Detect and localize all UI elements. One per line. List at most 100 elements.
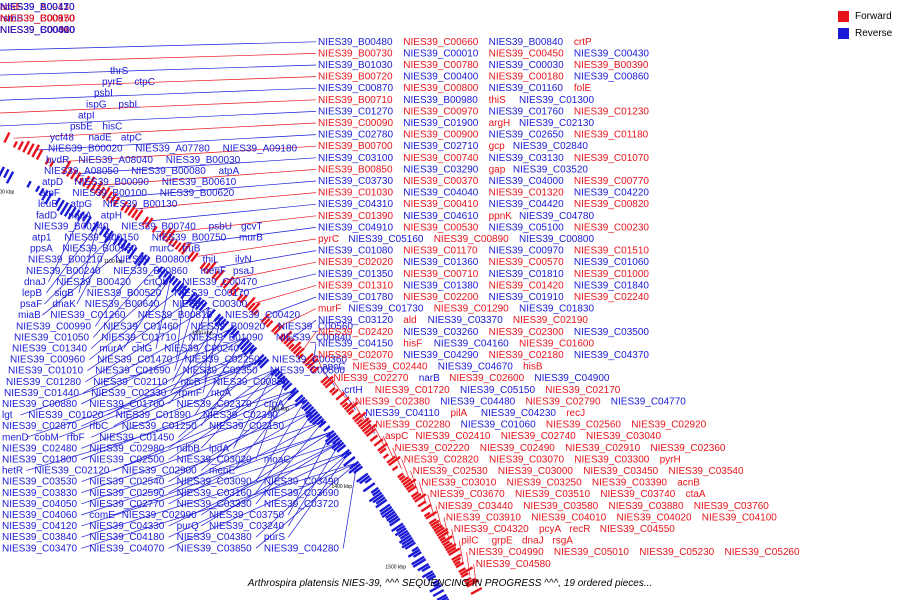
forward-gene (311, 366, 320, 374)
gene-label-reverse: NIES39_C03020 (177, 455, 252, 466)
gene-label-forward: NIES39_C01030 (318, 188, 393, 199)
gene-connector (301, 331, 317, 352)
reverse-gene (336, 444, 347, 453)
gene-connector (85, 306, 210, 383)
forward-gene (343, 402, 353, 411)
reverse-gene (412, 551, 422, 558)
gene-label-forward: NIES39_C04990 (469, 547, 544, 558)
gene-label-reverse: NIES39_B00750 (152, 233, 227, 244)
gene-connector (168, 410, 315, 494)
reverse-gene (219, 318, 227, 327)
forward-gene (31, 144, 41, 158)
forward-gene (65, 167, 73, 178)
gene-connector (255, 462, 358, 549)
forward-gene (434, 526, 445, 535)
gene-connector (78, 223, 99, 294)
gene-label-reverse: psaF (20, 299, 42, 310)
gene-label-forward: NIES39_C03670 (430, 489, 505, 500)
gene-label-forward: NIES39_C02410 (415, 431, 490, 442)
gene-label-reverse: crtQb (144, 277, 169, 288)
gene-label-reverse: NIES39_A08040 (78, 155, 153, 166)
gene-label-forward: NIES39_C00370 (403, 176, 478, 187)
gene-label-reverse: NIES39_C02370 (177, 399, 252, 410)
reverse-gene (307, 410, 319, 422)
legend-reverse-label: Reverse (855, 28, 893, 39)
reverse-gene (156, 266, 164, 274)
gene-connector (233, 389, 296, 471)
gene-label-forward: thiS (489, 95, 507, 106)
forward-gene (430, 519, 440, 527)
gene-label-forward: recR (569, 524, 590, 535)
tick-label: 1000 kbp (0, 189, 15, 195)
forward-gene (120, 201, 129, 212)
gene-label-reverse: NIES39_C01350 (318, 269, 393, 280)
forward-gene (470, 586, 483, 595)
gene-label-reverse: NIES39_C01690 (95, 366, 170, 377)
reverse-gene (411, 555, 425, 566)
forward-gene (431, 522, 441, 530)
reverse-gene (427, 574, 437, 582)
gene-connector (113, 431, 333, 516)
gene-label-reverse: hetR (2, 466, 23, 477)
gene-label-reverse: psbL (118, 99, 140, 110)
gene-label-reverse: NIES39_C01710 (101, 332, 176, 343)
forward-gene (423, 511, 431, 518)
forward-gene (351, 412, 361, 421)
gene-label-reverse: NIES39_B00150 (64, 233, 139, 244)
forward-gene (144, 217, 154, 229)
forward-gene (265, 319, 274, 328)
gene-label-reverse: NIES39_C00010 (403, 48, 478, 59)
gene-label-forward: NIES39_C01510 (574, 246, 649, 257)
gene-label-reverse: NIES39_B00860 (113, 266, 188, 277)
gene-label-reverse: NIES39_B00520 (87, 288, 162, 299)
tick-label: 1400 kbp (332, 484, 353, 490)
forward-gene (365, 428, 376, 438)
gene-label-forward: NIES39_C01180 (574, 130, 649, 141)
gene-connector (81, 452, 350, 538)
reverse-gene (333, 441, 345, 452)
gene-connector (113, 389, 296, 471)
reverse-gene (249, 346, 258, 355)
reverse-gene (281, 380, 291, 389)
forward-gene (105, 191, 114, 202)
gene-label-forward: grpE (492, 536, 513, 547)
right-gene-lines (0, 7, 477, 588)
reverse-gene (213, 313, 222, 322)
forward-gene (412, 492, 422, 501)
reverse-gene (368, 491, 383, 503)
gene-label-reverse: NIES39_C00030 (489, 60, 564, 71)
reverse-gene (289, 387, 297, 395)
gene-connector (170, 317, 222, 394)
gene-label-reverse: NIES39_C01340 (12, 344, 87, 355)
gene-label-reverse: psaJ (233, 266, 254, 277)
gene-label-reverse: NIES39_C00300 (172, 299, 247, 310)
gene-label-reverse: NIES39_C03090 (177, 477, 252, 488)
gene-label-reverse: NIES39_C02650 (489, 130, 564, 141)
gene-label-forward: NIES39_C03000 (498, 466, 573, 477)
gene-label-reverse: NIES39_C00870 (318, 83, 393, 94)
legend-reverse: Reverse (838, 25, 892, 42)
reverse-gene (180, 287, 191, 300)
gene-label-reverse: atp1 (32, 233, 52, 244)
forward-gene (388, 455, 401, 467)
gene-connector (200, 389, 296, 471)
forward-gene (247, 302, 256, 311)
gene-label-reverse: NIES39_C02780 (318, 130, 393, 141)
gene-label-forward: NIES39_C01290 (434, 304, 509, 315)
reverse-gene (372, 494, 385, 504)
gene-label-reverse: NIES39_C02390 (203, 410, 278, 421)
forward-gene (151, 225, 158, 233)
gene-connector (168, 400, 306, 483)
forward-gene (22, 140, 31, 153)
gene-label-reverse: NIES39_B00620 (160, 188, 235, 199)
gene-label-reverse: ctpC (134, 77, 155, 88)
gene-connector (473, 563, 477, 588)
gene-label-reverse: NIES39_C03500 (574, 327, 649, 338)
reverse-gene (394, 527, 407, 537)
forward-gene (320, 376, 329, 384)
gene-label-forward: NIES39_C02360 (650, 443, 725, 454)
gene-label-reverse: NIES39_C00860 (574, 72, 649, 83)
forward-gene (398, 475, 406, 481)
gene-label-reverse: NIES39_C01830 (519, 304, 594, 315)
gene-label-reverse: truB (182, 244, 201, 255)
